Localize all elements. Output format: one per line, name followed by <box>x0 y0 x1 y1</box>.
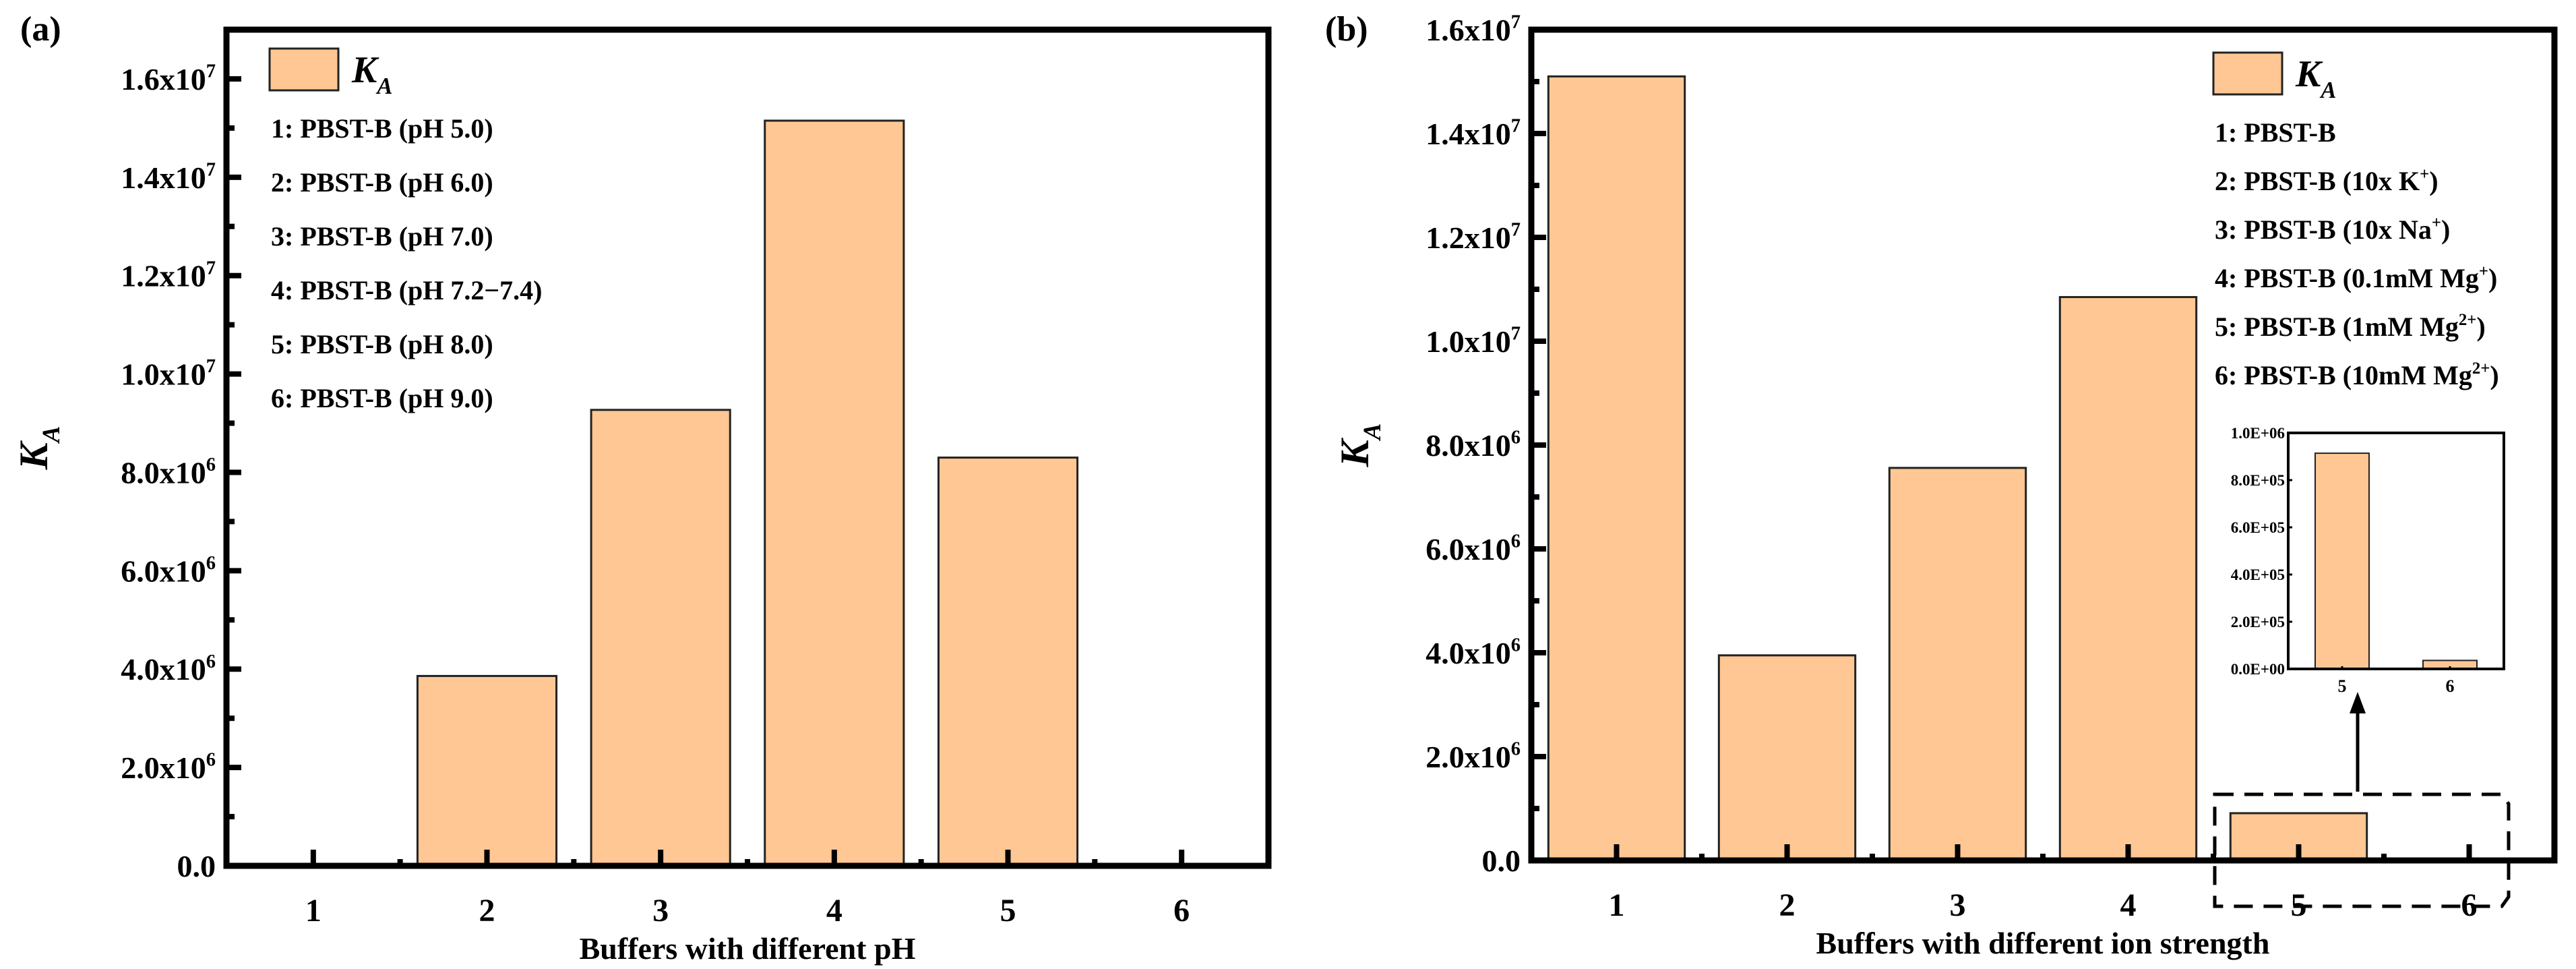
x-tick-label: 6 <box>1173 893 1190 929</box>
legend-item: 4: PBST-B (pH 7.2−7.4) <box>271 275 542 305</box>
legend-series-label: KA <box>351 49 393 99</box>
x-tick-label: 1 <box>305 893 321 929</box>
x-tick-label: 1 <box>1609 887 1625 923</box>
y-axis-title: KA <box>1332 423 1386 468</box>
y-tick-label: 2.0x106 <box>121 750 216 785</box>
y-tick-label: 0.0 <box>177 849 216 883</box>
legend-item: 1: PBST-B <box>2215 117 2336 148</box>
bar-3 <box>1888 467 2027 862</box>
bar-4 <box>2058 296 2198 862</box>
x-axis-title: Buffers with different ion strength <box>1816 926 2270 960</box>
highlight-dashed-box <box>2213 792 2511 908</box>
inset-x-tick-label: 5 <box>2338 676 2347 696</box>
x-tick-label: 5 <box>1000 893 1016 929</box>
inset-x-tick-label: 6 <box>2446 676 2455 696</box>
y-tick-label: 6.0x106 <box>1425 531 1521 566</box>
legend-item: 2: PBST-B (pH 6.0) <box>271 167 493 198</box>
legend: KA 1: PBST-B (pH 5.0) 2: PBST-B (pH 6.0) 3:… <box>268 47 542 413</box>
legend-item: 2: PBST-B (10x K+) <box>2215 165 2439 196</box>
legend-item: 6: PBST-B (10mM Mg2+) <box>2215 359 2499 390</box>
x-tick-label: 2 <box>479 893 495 929</box>
panel-label: (a) <box>20 10 61 49</box>
legend-item: 3: PBST-B (pH 7.0) <box>271 221 493 252</box>
panel-b-ion-strength-chart: 0.0 2.0x106 4.0x106 6.0x106 8.0x106 1.0x107 1.… <box>1325 10 2558 960</box>
inset-bar-5 <box>2314 452 2370 670</box>
y-tick-label: 2.0x106 <box>1425 739 1521 774</box>
x-axis-title: Buffers with different pH <box>580 931 916 966</box>
legend-swatch <box>268 47 340 92</box>
legend-swatch <box>2212 51 2283 96</box>
y-tick-label: 1.2x107 <box>1425 220 1521 255</box>
y-tick-label: 1.4x107 <box>1425 116 1521 151</box>
arrow-head-icon <box>2350 692 2366 713</box>
legend-item: 6: PBST-B (pH 9.0) <box>271 383 493 413</box>
bar-2 <box>1717 654 1857 862</box>
legend-item: 3: PBST-B (10x Na+) <box>2215 214 2450 245</box>
y-tick-label: 6.0x106 <box>121 553 216 588</box>
inset-chart: 5 6 0.0E+00 2.0E+05 4.0E+05 6.0E+05 8.0E+05 1.0… <box>2231 425 2505 696</box>
inset-y-tick-label: 4.0E+05 <box>2231 566 2285 583</box>
legend-item: 5: PBST-B (1mM Mg2+) <box>2215 311 2486 342</box>
y-axis-title: KA <box>11 426 65 471</box>
y-tick-label: 1.6x107 <box>1425 12 1521 47</box>
y-tick-label: 4.0x106 <box>121 651 216 686</box>
inset-frame <box>2287 432 2505 670</box>
y-tick-label: 1.0x107 <box>121 356 216 391</box>
legend-series-label: KA <box>2295 53 2337 103</box>
y-tick-label: 1.6x107 <box>121 61 216 96</box>
y-tick-label: 1.2x107 <box>121 258 216 293</box>
y-tick-label: 4.0x106 <box>1425 635 1521 670</box>
bar-4 <box>764 119 905 867</box>
legend-item: 5: PBST-B (pH 8.0) <box>271 329 493 359</box>
legend-item: 1: PBST-B (pH 5.0) <box>271 113 493 144</box>
bar-5 <box>937 457 1079 867</box>
panel-label: (b) <box>1325 10 1368 49</box>
y-tick-label: 0.0 <box>1482 844 1521 878</box>
y-tick-label: 1.4x107 <box>121 159 216 194</box>
x-tick-label: 2 <box>1779 887 1796 923</box>
inset-y-tick-label: 1.0E+06 <box>2231 425 2285 442</box>
x-tick-label: 4 <box>2120 887 2137 923</box>
legend: KA 1: PBST-B 2: PBST-B (10x K+) 3: PBST-B (… <box>2212 51 2499 390</box>
y-tick-label: 8.0x106 <box>121 454 216 490</box>
inset-y-tick-label: 0.0E+00 <box>2231 661 2285 678</box>
x-tick-label: 3 <box>1950 887 1966 923</box>
inset-y-tick-label: 6.0E+05 <box>2231 519 2285 536</box>
bar-1 <box>1547 75 1686 862</box>
plot-frame <box>223 26 1272 869</box>
panel-a-ph-chart: 0.0 2.0x106 4.0x106 6.0x106 8.0x106 1.0x107 1.… <box>11 10 1272 966</box>
x-tick-label: 4 <box>826 893 842 929</box>
y-tick-label: 8.0x106 <box>1425 428 1521 463</box>
y-tick-label: 1.0x107 <box>1425 324 1521 359</box>
x-tick-label: 3 <box>652 893 669 929</box>
bar-3 <box>590 409 731 867</box>
legend-item: 4: PBST-B (0.1mM Mg+) <box>2215 262 2497 293</box>
inset-y-tick-label: 2.0E+05 <box>2231 614 2285 630</box>
bar-2 <box>416 674 558 867</box>
inset-y-tick-label: 8.0E+05 <box>2231 472 2285 489</box>
